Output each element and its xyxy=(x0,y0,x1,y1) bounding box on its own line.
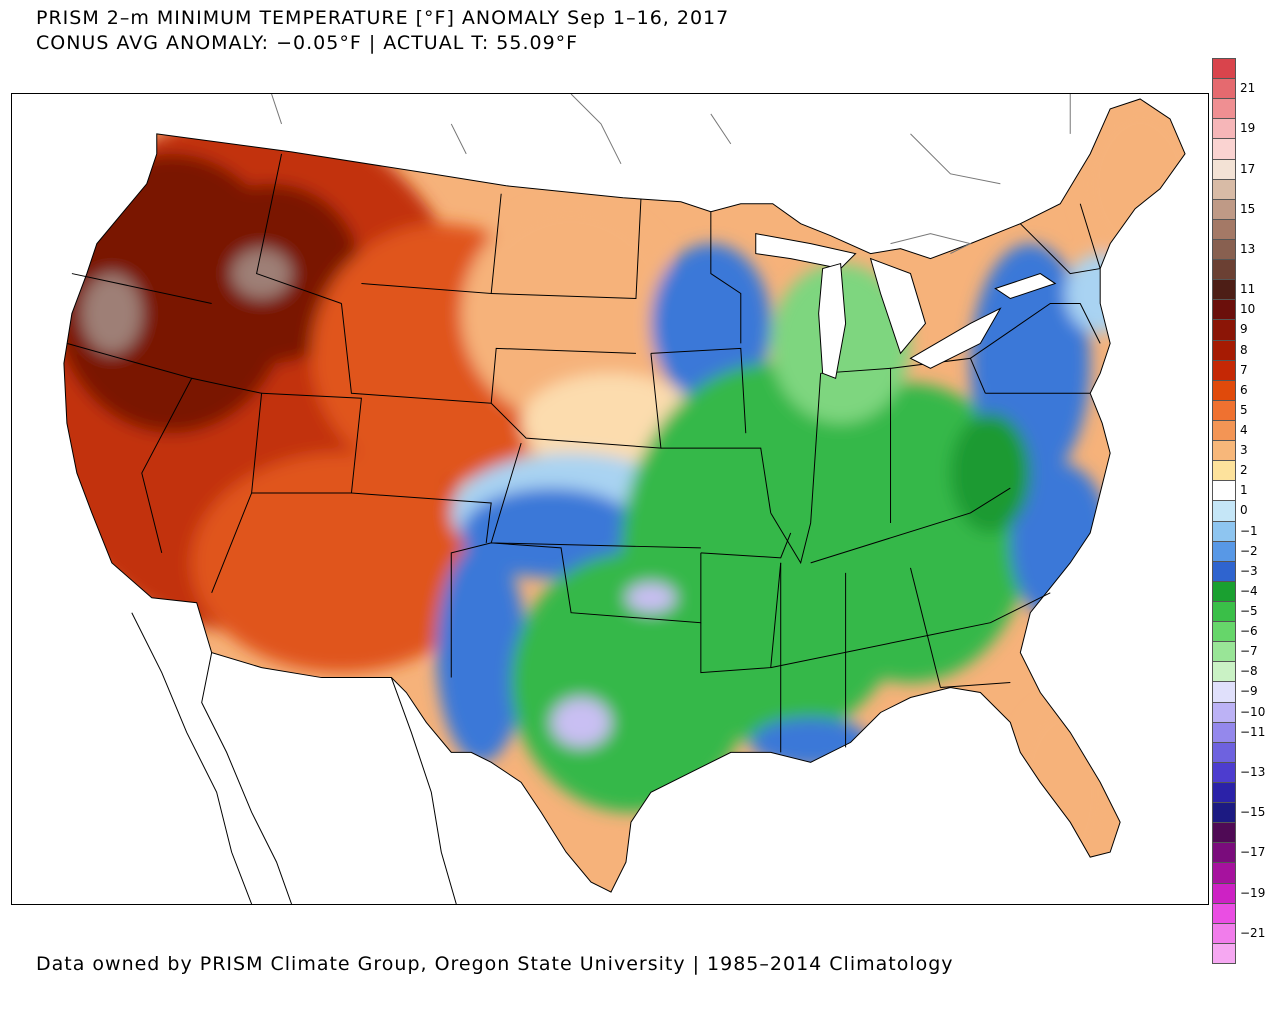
legend-swatch xyxy=(1212,681,1236,703)
map-title: PRISM 2–m MINIMUM TEMPERATURE [°F] ANOMA… xyxy=(36,7,730,29)
legend-tick-label: −19 xyxy=(1240,885,1266,900)
legend-tick-label: 0 xyxy=(1240,503,1248,518)
legend-tick-label: 11 xyxy=(1240,282,1256,297)
legend-swatch xyxy=(1212,661,1236,683)
legend-swatch xyxy=(1212,198,1236,220)
legend-swatch xyxy=(1212,761,1236,783)
legend-tick-label: 3 xyxy=(1240,443,1248,458)
legend-tick-label: 7 xyxy=(1240,362,1248,377)
conus-anomaly-map xyxy=(63,94,1186,904)
legend-tick-label: −21 xyxy=(1240,925,1266,940)
legend-tick-label: 21 xyxy=(1240,81,1256,96)
legend-swatch xyxy=(1212,78,1236,100)
legend-swatch xyxy=(1212,98,1236,120)
legend-swatch xyxy=(1212,882,1236,904)
legend-swatch xyxy=(1212,922,1236,944)
legend-tick-label: 6 xyxy=(1240,382,1248,397)
legend-tick-label: 17 xyxy=(1240,161,1256,176)
legend-swatch xyxy=(1212,540,1236,562)
legend-swatch xyxy=(1212,440,1236,462)
legend-tick-label: 9 xyxy=(1240,322,1248,337)
legend-swatch xyxy=(1212,741,1236,763)
legend-swatch xyxy=(1212,802,1236,824)
legend-swatch xyxy=(1212,701,1236,723)
legend-swatch xyxy=(1212,399,1236,421)
legend-tick-label: 13 xyxy=(1240,242,1256,256)
legend-swatch xyxy=(1212,862,1236,884)
legend-tick-label: −3 xyxy=(1240,563,1258,578)
legend-swatch xyxy=(1212,359,1236,381)
legend-swatch xyxy=(1212,480,1236,502)
legend-swatch xyxy=(1212,239,1236,261)
legend-tick-label: 19 xyxy=(1240,121,1256,136)
legend-swatch xyxy=(1212,500,1236,522)
legend-swatch xyxy=(1212,279,1236,301)
legend-swatch xyxy=(1212,138,1236,160)
legend-swatch xyxy=(1212,641,1236,663)
map-panel xyxy=(11,93,1209,905)
legend-tick-label: 2 xyxy=(1240,463,1248,478)
legend-swatch xyxy=(1212,902,1236,924)
data-credit: Data owned by PRISM Climate Group, Orego… xyxy=(36,953,954,975)
anomaly-field xyxy=(63,98,1186,893)
legend-swatch xyxy=(1212,560,1236,582)
map-subtitle: CONUS AVG ANOMALY: −0.05°F | ACTUAL T: 5… xyxy=(36,32,579,54)
state-boundaries xyxy=(63,98,1186,893)
legend-swatch xyxy=(1212,58,1236,80)
legend-tick-label: −13 xyxy=(1240,764,1266,779)
legend-tick-label: −9 xyxy=(1240,684,1258,699)
legend-tick-label: −1 xyxy=(1240,523,1258,538)
legend-swatch xyxy=(1212,259,1236,281)
legend-swatch xyxy=(1212,460,1236,482)
legend-swatch xyxy=(1212,339,1236,361)
great-lakes xyxy=(755,233,1057,379)
legend-tick-label: 5 xyxy=(1240,402,1248,417)
legend-swatch xyxy=(1212,842,1236,864)
canada-outline xyxy=(271,94,1071,255)
legend-swatch xyxy=(1212,782,1236,804)
legend-tick-label: 10 xyxy=(1240,302,1256,317)
legend-swatch xyxy=(1212,178,1236,200)
legend-swatch xyxy=(1212,520,1236,542)
legend-swatch xyxy=(1212,218,1236,240)
legend-swatch xyxy=(1212,601,1236,623)
legend-tick-label: −4 xyxy=(1240,583,1258,598)
legend-tick-label: −5 xyxy=(1240,604,1258,618)
legend-tick-label: −7 xyxy=(1240,644,1258,659)
mexico-outline xyxy=(131,612,457,904)
legend-swatch xyxy=(1212,319,1236,341)
legend-swatch xyxy=(1212,942,1236,964)
legend-swatch xyxy=(1212,822,1236,844)
legend-tick-label: 15 xyxy=(1240,201,1256,216)
legend-swatch xyxy=(1212,299,1236,321)
legend-tick-label: −11 xyxy=(1240,724,1266,739)
legend-tick-label: 1 xyxy=(1240,483,1248,498)
legend-swatch xyxy=(1212,420,1236,442)
legend-tick-label: −8 xyxy=(1240,664,1258,679)
legend-tick-label: −15 xyxy=(1240,805,1266,820)
legend-tick-label: −6 xyxy=(1240,624,1258,639)
legend-swatch xyxy=(1212,158,1236,180)
legend-tick-label: −10 xyxy=(1240,704,1266,719)
legend-swatch xyxy=(1212,621,1236,643)
legend-swatch xyxy=(1212,721,1236,743)
color-legend: 21 19 17 15 13 11 10 9 8 7 6 5 4 3 2 1 0 −1 −2 −3 −4 −5 −6 −7 −8… xyxy=(1212,58,1280,968)
legend-tick-label: 4 xyxy=(1240,423,1248,437)
legend-tick-label: −17 xyxy=(1240,845,1266,860)
legend-tick-label: −2 xyxy=(1240,543,1258,558)
legend-tick-label: 8 xyxy=(1240,342,1248,357)
legend-swatch xyxy=(1212,580,1236,602)
legend-swatch xyxy=(1212,379,1236,401)
legend-swatch xyxy=(1212,118,1236,140)
